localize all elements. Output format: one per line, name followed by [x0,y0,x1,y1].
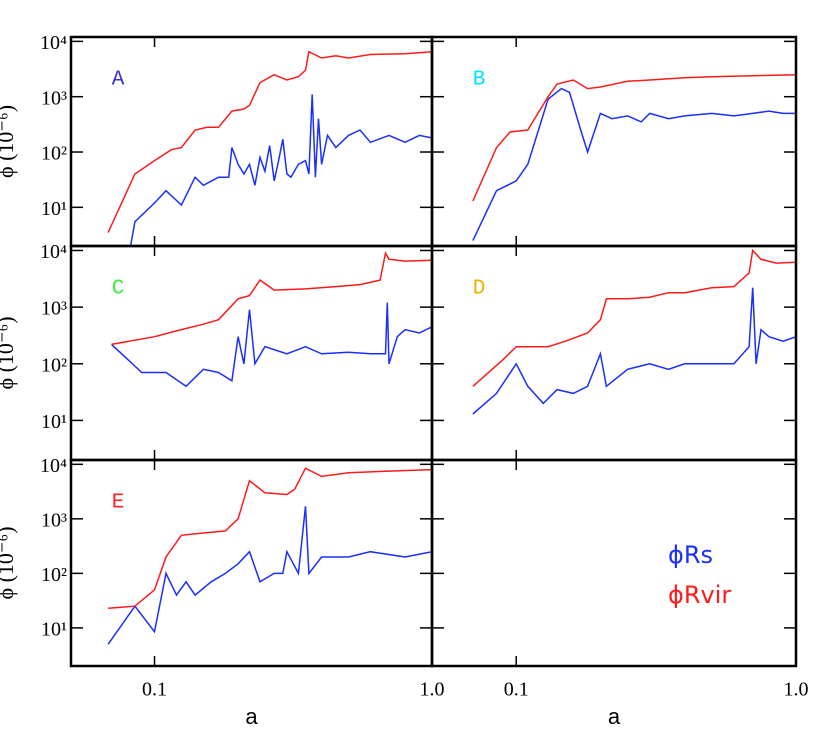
y-tick-label: 10⁴ [40,241,67,263]
data-line [107,50,432,233]
data-line [472,87,796,241]
panel-frame [430,35,798,248]
panel: 10¹ 10² 10³ 10⁴ ϕ (10⁻⁶) A [0,32,434,248]
panel: 0.1 1.0 a ϕRs ϕRvir [430,458,809,729]
y-axis-label: ϕ (10⁻⁶) [0,316,18,389]
legend-label: ϕRs [668,541,713,569]
y-tick-label: 10³ [41,509,67,531]
data-line [107,506,432,645]
y-tick-label: 10² [41,564,67,586]
panel-frame [69,244,434,462]
panel-label: E [112,492,125,515]
x-tick-label: 0.1 [142,679,167,701]
panel-frame [69,35,434,248]
panel-label: B [473,69,486,92]
y-tick-label: 10¹ [41,618,67,640]
y-tick-label: 10² [41,143,67,165]
y-axis-label: ϕ (10⁻⁶) [0,526,18,599]
panel-frame [69,458,434,668]
panel-frame [430,244,798,462]
panel-frame [430,458,798,668]
panel: 10¹ 10² 10³ 10⁴ ϕ (10⁻⁶) C [0,241,434,462]
data-line [108,467,432,609]
panel-label: A [112,69,125,92]
x-tick-label: 1.0 [420,679,445,701]
y-tick-label: 10¹ [41,198,67,220]
y-axis-label: ϕ (10⁻⁶) [0,105,18,178]
y-tick-label: 10⁴ [40,455,67,477]
y-tick-label: 10¹ [41,411,67,433]
data-line [110,302,432,388]
x-axis-label: a [245,704,258,729]
data-line [472,73,796,202]
data-line [111,250,432,346]
panel: D [430,244,798,462]
data-line [472,248,796,387]
x-tick-label: 1.0 [784,679,809,701]
y-tick-label: 10³ [41,87,67,109]
data-line [129,94,432,246]
x-tick-label: 0.1 [504,679,529,701]
x-axis-label: a [608,704,621,729]
y-tick-label: 10³ [41,298,67,320]
y-tick-label: 10² [41,354,67,376]
panel-label: C [112,278,125,301]
data-line [472,287,796,415]
legend-label: ϕRvir [668,581,731,609]
y-tick-label: 10⁴ [40,32,67,54]
panel-label: D [473,278,486,301]
panel: B [430,35,798,248]
panel: 0.1 1.0 10¹ 10² 10³ 10⁴ a ϕ (10⁻⁶) E [0,455,445,729]
